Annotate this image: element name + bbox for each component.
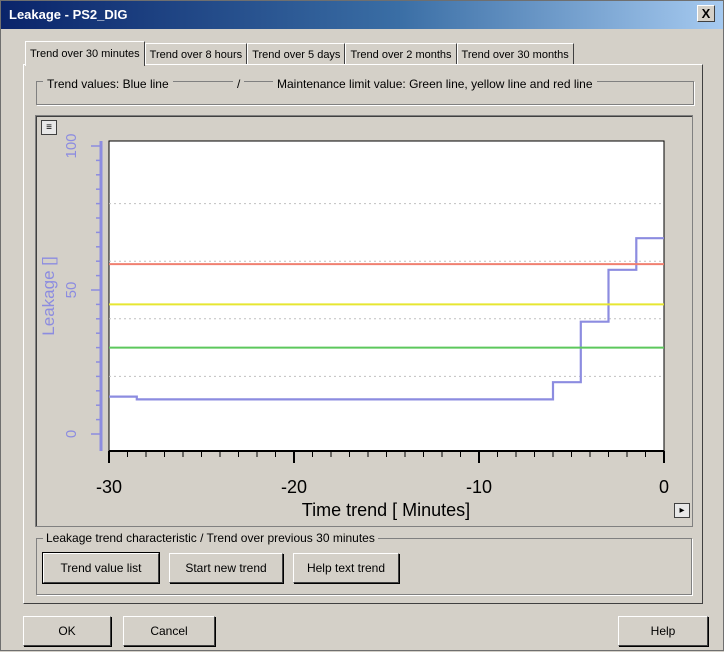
legend-trend-values: Trend values: Blue line <box>43 77 173 91</box>
legend-separator: / <box>233 77 245 91</box>
tab-trend-8-hours[interactable]: Trend over 8 hours <box>144 43 248 65</box>
x-tick-label: -10 <box>466 477 492 497</box>
trend-values-line <box>109 237 664 401</box>
tab-strip: Trend over 30 minutes Trend over 8 hours… <box>25 41 574 66</box>
tab-panel <box>23 64 703 604</box>
start-new-trend-button[interactable]: Start new trend <box>169 553 283 583</box>
x-tick-label: 0 <box>659 477 669 497</box>
trend-characteristic-label: Leakage trend characteristic / Trend ove… <box>43 531 378 545</box>
tab-trend-30-months[interactable]: Trend over 30 months <box>456 43 574 65</box>
help-text-trend-button[interactable]: Help text trend <box>293 553 399 583</box>
legend-limits: Maintenance limit value: Green line, yel… <box>273 77 597 91</box>
ok-button[interactable]: OK <box>23 616 111 646</box>
tab-trend-2-months[interactable]: Trend over 2 months <box>345 43 457 65</box>
cancel-button[interactable]: Cancel <box>123 616 215 646</box>
y-tick-label: 50 <box>63 282 80 299</box>
title-bar[interactable]: Leakage - PS2_DIG X <box>1 1 723 29</box>
window-title: Leakage - PS2_DIG <box>9 7 128 22</box>
chart-scroll-end-button[interactable]: ▸ <box>674 503 690 518</box>
y-tick-label: 0 <box>63 430 80 438</box>
plot-area <box>108 140 665 452</box>
tab-trend-5-days[interactable]: Trend over 5 days <box>247 43 346 65</box>
x-tick-label: -30 <box>96 477 122 497</box>
x-tick-label: -20 <box>281 477 307 497</box>
help-button[interactable]: Help <box>618 616 708 646</box>
y-tick-label: 100 <box>63 133 80 158</box>
trend-value-list-button[interactable]: Trend value list <box>42 552 160 584</box>
x-axis-label: Time trend [ Minutes] <box>302 500 470 520</box>
close-button[interactable]: X <box>697 5 715 22</box>
y-axis-label: Leakage [] <box>39 256 58 335</box>
tab-trend-30-minutes[interactable]: Trend over 30 minutes <box>25 41 145 66</box>
chart-menu-button[interactable]: ≡ <box>41 120 57 135</box>
